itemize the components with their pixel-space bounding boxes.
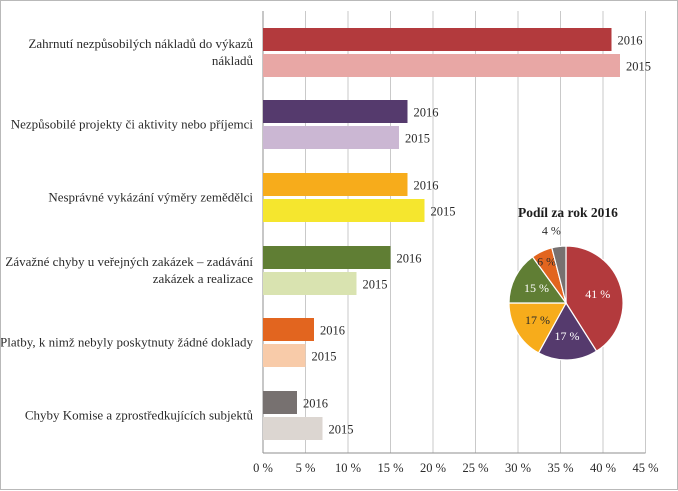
bar-2015	[263, 126, 399, 149]
x-tick-label: 0 %	[253, 461, 273, 475]
x-tick-label: 15 %	[377, 461, 403, 475]
category-label: Nesprávné vykázání výměry zemědělci	[48, 190, 253, 205]
bar-year-label: 2016	[320, 324, 345, 338]
x-tick-label: 35 %	[547, 461, 573, 475]
x-tick-label: 20 %	[420, 461, 446, 475]
bar-year-label: 2015	[329, 423, 354, 437]
x-tick-label: 5 %	[296, 461, 316, 475]
pie-slice	[537, 301, 598, 361]
bar-2016	[263, 246, 391, 269]
x-tick-label: 25 %	[462, 461, 488, 475]
category-label: zakázek a realizace	[153, 271, 254, 286]
bar-2015	[263, 417, 323, 440]
bar-year-label: 2016	[397, 252, 422, 266]
pie-slice-label: 17 %	[555, 329, 580, 343]
bar-2015	[263, 54, 620, 77]
bar-2016	[263, 100, 408, 123]
category-label: Platby, k nimž nebyly poskytnuty žádné d…	[1, 335, 253, 350]
category-label: Nezpůsobilé projekty či aktivity nebo př…	[11, 117, 254, 132]
bar-2016	[263, 318, 314, 341]
category-label: Závažné chyby u veřejných zakázek – zadá…	[5, 254, 253, 269]
bar-year-label: 2016	[618, 34, 643, 48]
bar-2016	[263, 391, 297, 414]
bar-year-label: 2016	[414, 179, 439, 193]
pie-slice	[508, 256, 568, 304]
bar-year-label: 2015	[626, 60, 651, 74]
bar-year-label: 2015	[405, 132, 430, 146]
x-tick-label: 40 %	[590, 461, 616, 475]
category-label: nákladů	[212, 53, 254, 68]
bar-2016	[263, 28, 612, 51]
category-label: Chyby Komise a zprostředkujících subjekt…	[25, 408, 254, 423]
bar-year-label: 2016	[303, 397, 328, 411]
x-tick-label: 45 %	[632, 461, 658, 475]
pie-title: Podíl za rok 2016	[518, 205, 618, 220]
bar-year-label: 2015	[312, 350, 337, 364]
bar-year-label: 2015	[363, 278, 388, 292]
bar-year-label: 2016	[414, 106, 439, 120]
pie-slice-label: 4 %	[542, 224, 561, 238]
pie-slice-label: 6 %	[537, 255, 556, 269]
bar-2015	[263, 199, 425, 222]
bar-year-label: 2015	[431, 205, 456, 219]
x-tick-label: 10 %	[335, 461, 361, 475]
x-tick-label: 30 %	[505, 461, 531, 475]
bar-2015	[263, 344, 306, 367]
pie-slice-label: 15 %	[524, 281, 549, 295]
category-label: Zahrnutí nezpůsobilých nákladů do výkazů	[28, 36, 253, 51]
pie-slice-label: 17 %	[525, 313, 550, 327]
pie-slice-label: 41 %	[585, 287, 610, 301]
bar-2015	[263, 272, 357, 295]
pie-slice	[508, 302, 568, 354]
pie-slice	[551, 245, 567, 304]
bar-2016	[263, 173, 408, 196]
